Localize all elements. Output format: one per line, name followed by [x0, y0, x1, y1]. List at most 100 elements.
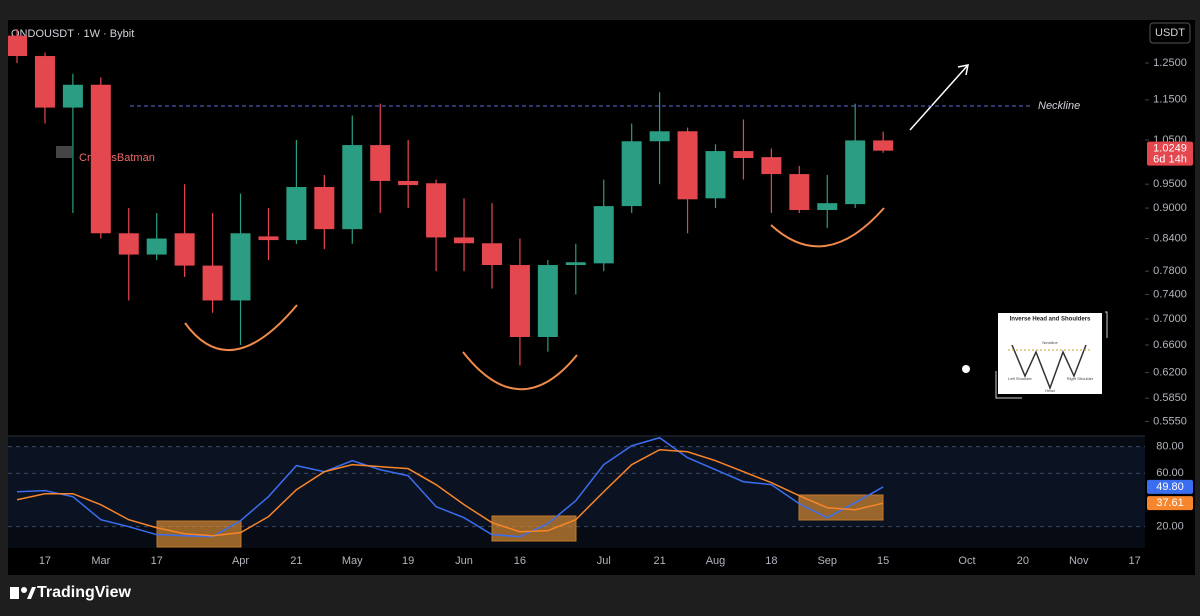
x-tick-label: Mar	[91, 555, 110, 567]
arc-right-shoulder	[770, 207, 885, 248]
y-tick-label: 0.5550	[1153, 415, 1187, 427]
candle-body	[342, 145, 363, 230]
inset-bracket	[995, 311, 1108, 399]
band-fill	[8, 446, 1145, 527]
highlight-box	[798, 494, 884, 521]
x-tick-label: Apr	[232, 555, 249, 567]
candle-body	[649, 131, 670, 142]
candle-body	[789, 174, 810, 211]
symbol-title: ONDOUSDT · 1W · Bybit	[11, 28, 134, 40]
y-tick-label: 80.00	[1156, 441, 1184, 453]
candle-body	[314, 186, 335, 230]
y-tick-label: 0.7800	[1153, 265, 1187, 277]
footer	[0, 575, 1200, 616]
x-tick-label: 21	[290, 555, 302, 567]
price-pane	[8, 29, 894, 366]
candle-body	[118, 233, 139, 255]
neckline-label: Neckline	[1038, 100, 1080, 112]
candle-body	[90, 84, 111, 234]
currency-label[interactable]: USDT	[1155, 27, 1185, 39]
x-tick-label: 16	[514, 555, 526, 567]
candle-body	[426, 183, 447, 238]
x-tick-label: Aug	[706, 555, 726, 567]
candle-body	[370, 145, 391, 181]
inset-label: Head	[1045, 388, 1055, 393]
x-tick-label: 18	[765, 555, 777, 567]
candle-body	[62, 84, 83, 108]
y-tick-label: 1.1500	[1153, 94, 1187, 106]
logo-text: TradingView	[37, 584, 132, 601]
x-tick-label: 17	[39, 555, 51, 567]
candle-body	[230, 233, 251, 301]
y-tick-label: 0.7400	[1153, 288, 1187, 300]
candle-body	[593, 206, 614, 264]
currency-button[interactable]	[1149, 22, 1191, 44]
candle-body	[454, 237, 475, 244]
x-tick-label: 19	[402, 555, 414, 567]
value-label-box	[1147, 496, 1193, 511]
candle-body	[34, 56, 55, 108]
inset-label: Neckline	[1042, 340, 1058, 345]
shape-drawings	[184, 207, 885, 391]
arc-head	[462, 351, 578, 391]
x-tick-label: 21	[653, 555, 665, 567]
candle-body	[174, 233, 195, 266]
logo-icon	[10, 587, 36, 599]
y-tick-label: 0.5850	[1153, 392, 1187, 404]
candle-body	[481, 243, 502, 266]
candle-body	[202, 265, 223, 301]
countdown-label: 6d 14h	[1153, 154, 1187, 166]
candle-body	[817, 203, 838, 211]
value-label: 37.61	[1156, 497, 1184, 509]
x-tick-label: Sep	[817, 555, 837, 567]
candle-body	[146, 238, 167, 255]
inset-pattern	[1011, 344, 1087, 391]
candle-body	[845, 140, 866, 205]
candle-body	[565, 262, 586, 266]
x-tick-label: Jun	[455, 555, 473, 567]
candle-body	[509, 265, 530, 338]
candle-body	[761, 157, 782, 175]
y-tick-label: 0.9000	[1153, 202, 1187, 214]
author-label: CryptosBatman	[79, 152, 155, 164]
oscillator-line	[16, 436, 884, 538]
x-tick-label: Nov	[1069, 555, 1089, 567]
anchor-dot	[962, 365, 970, 373]
candle-body	[286, 186, 307, 241]
candle-body	[537, 265, 558, 338]
inset-title: Inverse Head and Shoulders	[1010, 317, 1091, 323]
x-tick-label: 17	[1128, 555, 1140, 567]
y-tick-label: 20.00	[1156, 521, 1184, 533]
candle-body	[258, 236, 279, 241]
arrow	[909, 64, 969, 131]
y-tick-label: 0.9500	[1153, 178, 1187, 190]
x-tick-label: Oct	[958, 555, 975, 567]
candle-body	[8, 35, 27, 57]
x-tick-label: 20	[1017, 555, 1029, 567]
inset-label: Left Shoulder	[1008, 376, 1032, 381]
y-tick-label: 0.6600	[1153, 339, 1187, 351]
candle-body	[873, 140, 894, 151]
x-tick-label: May	[342, 555, 363, 567]
value-label: 49.80	[1156, 481, 1184, 493]
y-tick-label: 0.6200	[1153, 366, 1187, 378]
oscillator-line	[16, 448, 884, 537]
candle-body	[677, 131, 698, 200]
y-tick-label: 1.2500	[1153, 57, 1187, 69]
candle-body	[621, 141, 642, 207]
arc-left-shoulder	[184, 304, 298, 351]
y-tick-label: 0.7000	[1153, 313, 1187, 325]
inset-labels: Neckline Left Shoulder Head Right Shoulder	[1008, 340, 1094, 393]
inset-label: Right Shoulder	[1067, 376, 1094, 381]
value-label-box	[1147, 479, 1193, 494]
candle-body	[398, 180, 419, 186]
author-icon	[56, 146, 72, 158]
x-tick-label: 17	[151, 555, 163, 567]
y-tick-label: 60.00	[1156, 467, 1184, 479]
highlight-box	[491, 515, 577, 542]
last-price-box	[1147, 141, 1193, 166]
candle-body	[733, 151, 754, 159]
y-tick-label: 0.8400	[1153, 232, 1187, 244]
x-tick-label: 15	[877, 555, 889, 567]
